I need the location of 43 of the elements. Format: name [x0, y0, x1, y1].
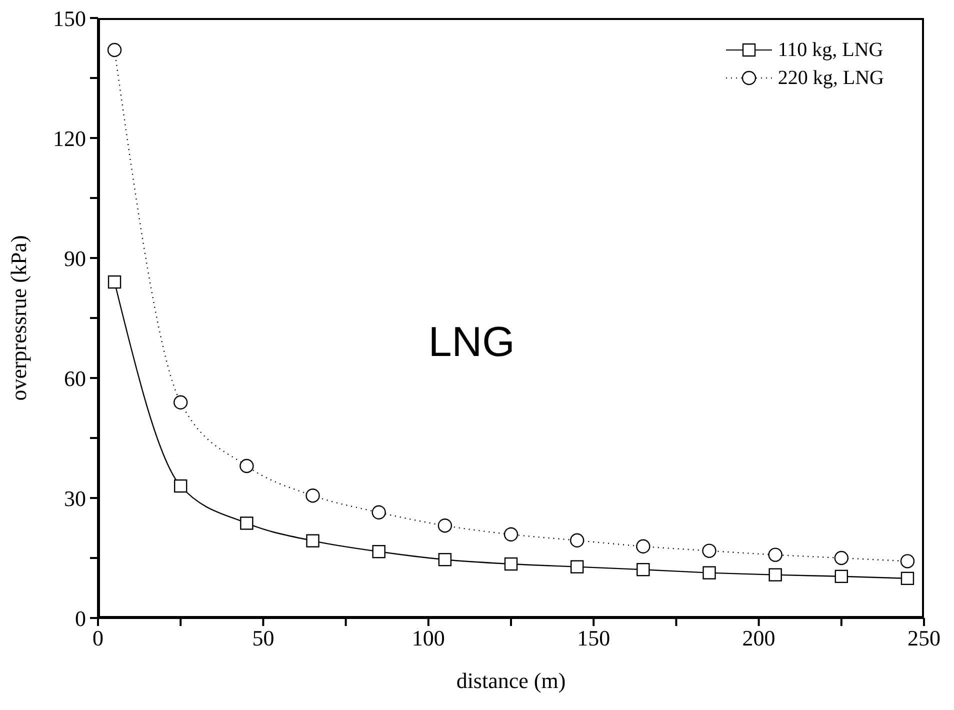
- point: [240, 458, 254, 474]
- point: [702, 566, 716, 580]
- y-tick-label: 30: [64, 486, 86, 511]
- point: [834, 550, 848, 566]
- point: [174, 395, 188, 410]
- point: [240, 516, 254, 530]
- y-tick-label: 90: [64, 246, 86, 271]
- point: [768, 548, 782, 562]
- y-tick-label: 120: [53, 126, 86, 151]
- point: [702, 544, 716, 558]
- point: [504, 557, 518, 571]
- point: [438, 553, 452, 566]
- point: [306, 534, 320, 548]
- point: [372, 505, 386, 520]
- legend-label: 110 kg, LNG: [778, 38, 884, 62]
- point: [372, 545, 386, 558]
- x-tick-label: 50: [252, 626, 274, 651]
- point: [174, 479, 188, 493]
- x-axis-title: distance (m): [456, 668, 566, 693]
- point: [900, 572, 914, 585]
- y-tick-label: 0: [75, 606, 86, 631]
- point: [834, 570, 848, 583]
- point: [636, 563, 650, 576]
- y-tick-label: 60: [64, 366, 86, 391]
- x-tick-label: 250: [908, 626, 940, 651]
- y-axis-title: overpressrue (kPa): [6, 235, 31, 401]
- point: [107, 42, 122, 58]
- x-tick-label: 150: [577, 626, 610, 651]
- annotation: LNG: [428, 318, 515, 366]
- x-tick-label: 200: [742, 626, 776, 651]
- y-tick-label: 150: [53, 6, 86, 31]
- point: [570, 533, 584, 548]
- point: [768, 568, 782, 582]
- point: [438, 518, 452, 533]
- point: [108, 275, 122, 289]
- point: [570, 560, 584, 574]
- point: [900, 554, 915, 568]
- x-tick-label: 100: [412, 626, 445, 651]
- legend-label: 220 kg, LNG: [778, 66, 884, 90]
- point: [504, 527, 518, 542]
- point: [306, 488, 320, 503]
- x-tick-label: 0: [92, 626, 104, 651]
- point: [636, 539, 650, 554]
